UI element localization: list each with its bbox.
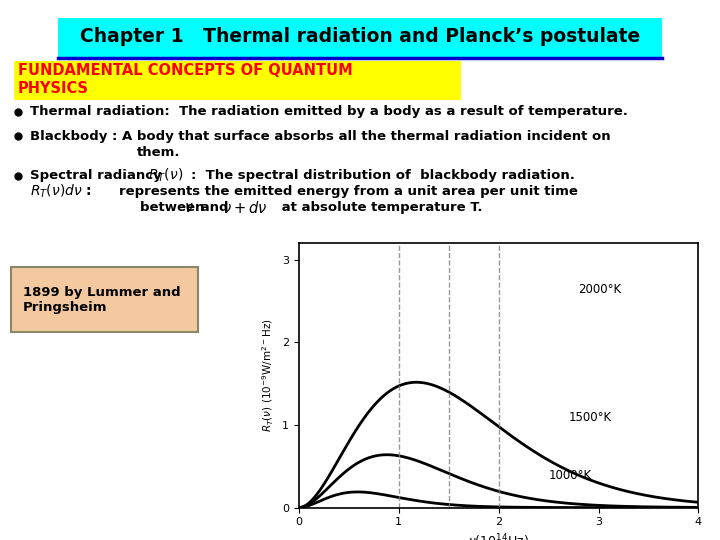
- Text: and: and: [196, 201, 233, 214]
- Text: represents the emitted energy from a unit area per unit time: represents the emitted energy from a uni…: [119, 185, 577, 198]
- Text: them.: them.: [137, 146, 180, 159]
- Text: $R_T(\nu)$: $R_T(\nu)$: [148, 167, 183, 184]
- Text: at absolute temperature T.: at absolute temperature T.: [277, 201, 482, 214]
- Text: $\nu$: $\nu$: [184, 200, 194, 215]
- Text: $\nu + d\nu$: $\nu + d\nu$: [222, 200, 267, 216]
- Text: Chapter 1   Thermal radiation and Planck’s postulate: Chapter 1 Thermal radiation and Planck’s…: [80, 27, 640, 46]
- Text: between: between: [140, 201, 210, 214]
- Text: :  The spectral distribution of  blackbody radiation.: : The spectral distribution of blackbody…: [191, 169, 575, 182]
- Text: 1899 by Lummer and
Pringsheim: 1899 by Lummer and Pringsheim: [23, 286, 181, 314]
- FancyBboxPatch shape: [11, 267, 198, 332]
- Text: FUNDAMENTAL CONCEPTS OF QUANTUM
PHYSICS: FUNDAMENTAL CONCEPTS OF QUANTUM PHYSICS: [18, 63, 353, 96]
- Text: 1000°K: 1000°K: [549, 469, 592, 482]
- Text: Spectral radiancy: Spectral radiancy: [30, 169, 166, 182]
- Text: Blackbody : A body that surface absorbs all the thermal radiation incident on: Blackbody : A body that surface absorbs …: [30, 130, 611, 143]
- Text: 1500°K: 1500°K: [569, 411, 612, 424]
- Text: 2000°K: 2000°K: [579, 282, 621, 295]
- Y-axis label: $R_T(\nu)$ (10$^{-9}$W/m$^2$$^-$Hz): $R_T(\nu)$ (10$^{-9}$W/m$^2$$^-$Hz): [261, 318, 276, 433]
- Text: $R_T(\nu)d\nu$ :: $R_T(\nu)d\nu$ :: [30, 183, 92, 200]
- FancyBboxPatch shape: [14, 61, 461, 100]
- Text: Thermal radiation:  The radiation emitted by a body as a result of temperature.: Thermal radiation: The radiation emitted…: [30, 105, 628, 118]
- X-axis label: $\nu$(10$^{14}$Hz): $\nu$(10$^{14}$Hz): [468, 533, 529, 540]
- FancyBboxPatch shape: [58, 18, 662, 57]
